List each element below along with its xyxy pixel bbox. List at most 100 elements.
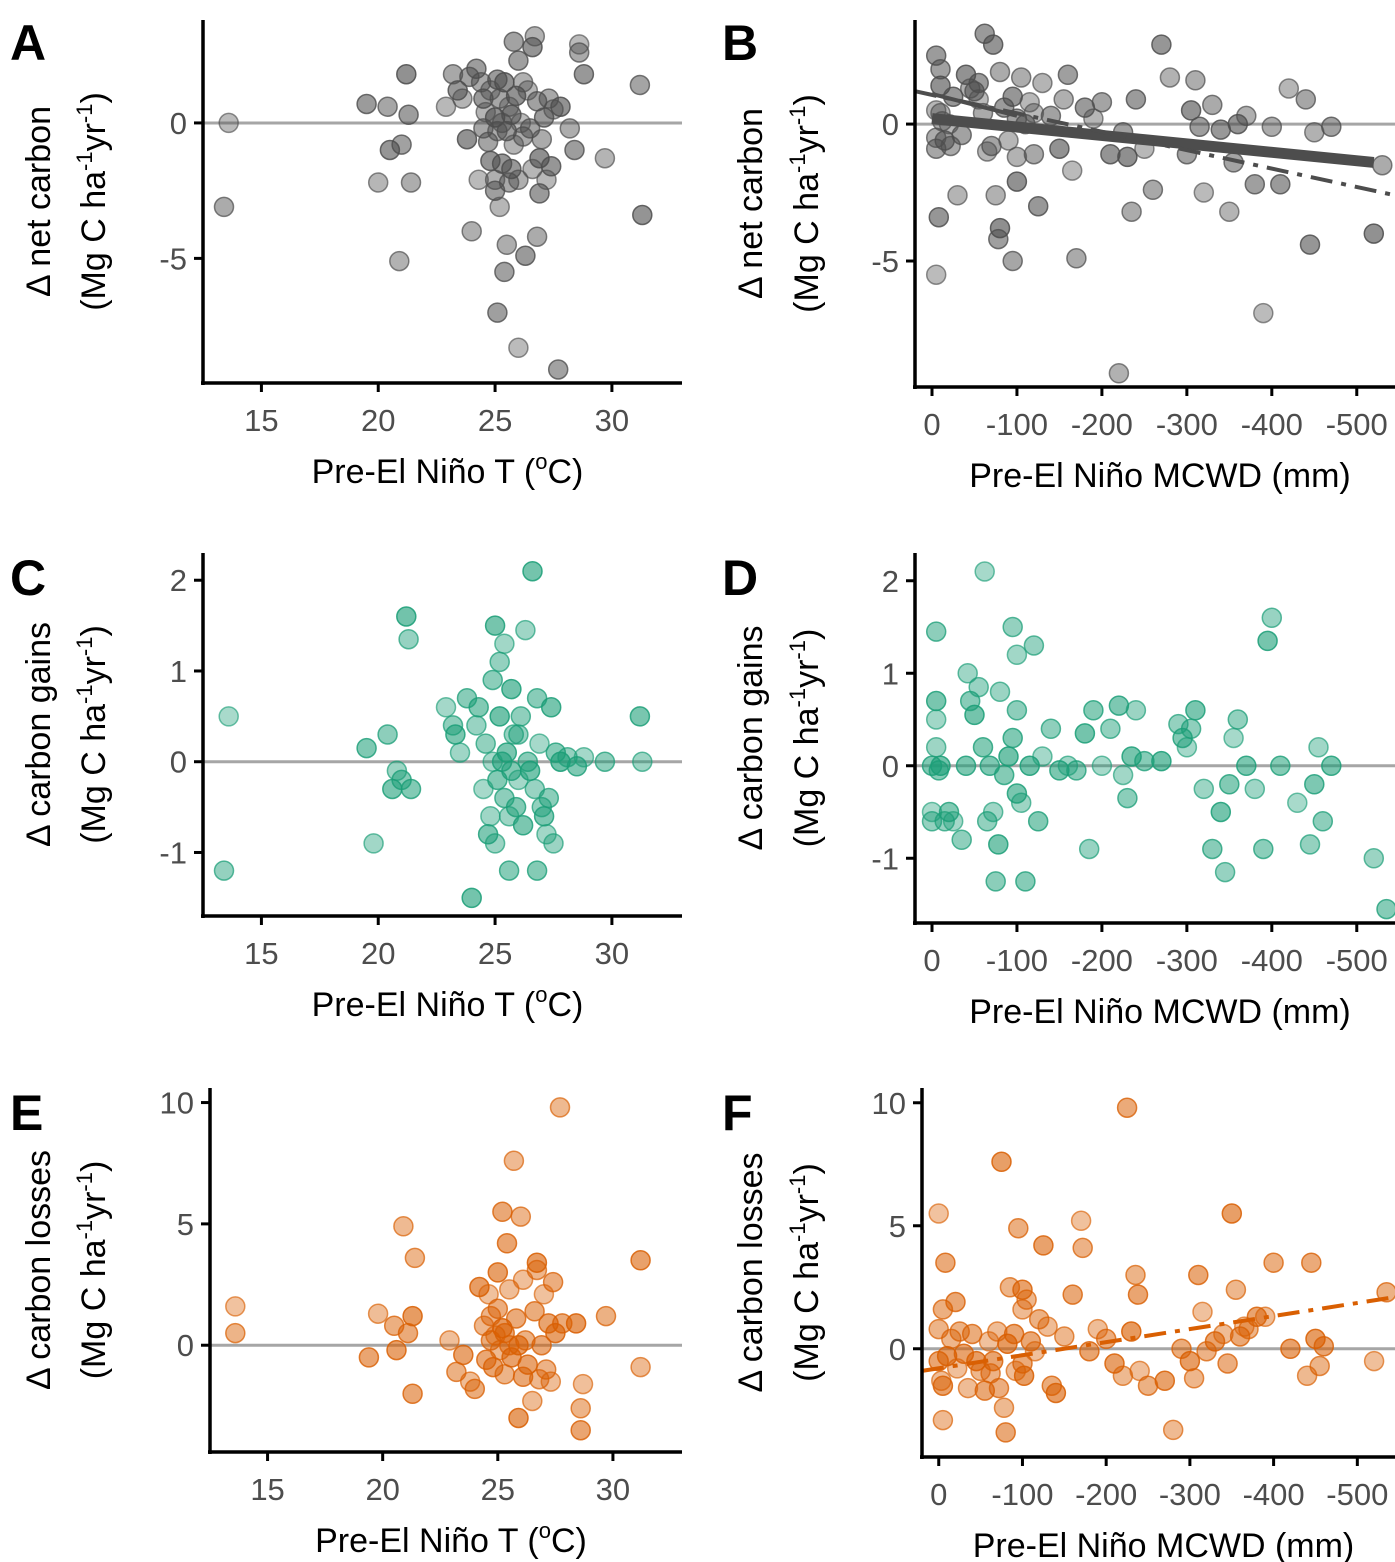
data-point — [535, 1359, 557, 1380]
data-point — [484, 833, 506, 854]
data-point — [461, 887, 482, 909]
data-point — [358, 1347, 380, 1368]
data-point — [1002, 250, 1023, 272]
data-point — [968, 72, 989, 94]
data-point — [393, 1216, 414, 1237]
data-point — [531, 1334, 552, 1356]
data-point — [985, 185, 1006, 206]
data-point — [630, 1356, 651, 1378]
data-point — [1225, 1279, 1247, 1300]
data-point — [1221, 1203, 1243, 1224]
data-point — [974, 561, 995, 582]
data-point — [1023, 102, 1045, 124]
data-point — [391, 134, 412, 155]
data-point — [564, 139, 585, 161]
data-point — [570, 1398, 591, 1419]
x-tick-label: -500 — [1326, 943, 1388, 978]
data-point — [1061, 160, 1083, 181]
data-point — [1304, 122, 1325, 143]
data-point — [1183, 1368, 1205, 1389]
data-point — [389, 250, 410, 272]
data-point — [941, 1328, 962, 1350]
data-point — [435, 96, 457, 117]
data-point — [550, 96, 571, 117]
x-tick-label: -100 — [986, 943, 1048, 978]
data-point — [1117, 146, 1138, 168]
data-point — [218, 706, 239, 727]
data-point — [549, 1097, 571, 1118]
data-point — [1057, 64, 1079, 86]
data-point — [989, 217, 1011, 239]
data-point — [932, 1375, 954, 1396]
data-point — [925, 709, 947, 730]
data-point — [998, 746, 1019, 767]
data-point — [1002, 86, 1023, 107]
x-tick-label: 0 — [930, 1477, 947, 1512]
data-point — [225, 1296, 246, 1317]
data-point — [1091, 755, 1113, 777]
data-point — [1227, 113, 1249, 135]
data-point — [526, 1252, 548, 1273]
data-point — [484, 615, 506, 636]
fit-line — [914, 89, 1395, 198]
data-point — [1023, 635, 1045, 656]
data-point — [570, 1419, 591, 1441]
data-point — [1278, 78, 1300, 99]
data-point — [367, 172, 389, 193]
data-point — [519, 760, 541, 782]
data-point — [1313, 1336, 1335, 1357]
data-point — [402, 1305, 423, 1327]
data-point — [526, 226, 548, 247]
data-point — [1027, 811, 1049, 832]
data-point — [487, 1298, 509, 1320]
data-point — [942, 811, 964, 832]
data-point — [629, 74, 651, 96]
data-point — [508, 1334, 529, 1356]
data-point — [1295, 89, 1317, 110]
data-point — [981, 135, 1002, 157]
data-point — [1016, 1289, 1037, 1310]
data-point — [508, 724, 529, 745]
data-point — [993, 1397, 1015, 1419]
data-point — [1223, 727, 1244, 749]
data-point — [508, 337, 529, 359]
y-tick-label: 10 — [872, 1086, 906, 1121]
data-point — [572, 1373, 594, 1395]
data-point — [1019, 91, 1040, 113]
scatter-points — [921, 561, 1395, 920]
scatter-points — [213, 26, 653, 380]
data-point — [494, 261, 515, 283]
data-point — [1112, 764, 1134, 786]
data-point — [542, 1271, 564, 1293]
data-point — [1027, 195, 1049, 217]
x-tick-label: -300 — [1159, 1477, 1221, 1512]
data-point — [512, 1269, 534, 1290]
data-point — [1112, 1365, 1134, 1387]
data-point — [512, 72, 534, 93]
panel-a: A 15 20 25 30 -5 0 Pre-El Niño T (oC) Δ net carb… — [10, 15, 682, 491]
x-tick-label: -500 — [1326, 1477, 1388, 1512]
data-point — [957, 663, 978, 684]
data-point — [1219, 201, 1240, 222]
data-point — [524, 26, 546, 47]
x-tick-label: 0 — [923, 943, 940, 978]
data-point — [961, 1323, 983, 1345]
data-point — [515, 245, 536, 266]
data-point — [478, 1284, 499, 1305]
data-point — [1062, 1284, 1083, 1305]
data-point — [540, 156, 562, 177]
data-point — [522, 158, 543, 180]
data-point — [1219, 774, 1240, 795]
data-point — [1002, 727, 1023, 749]
data-point — [573, 746, 595, 768]
data-point — [473, 118, 494, 139]
data-point — [1108, 695, 1130, 716]
data-point — [1312, 811, 1334, 832]
x-tick-label: -400 — [1241, 943, 1303, 978]
data-point — [932, 1409, 954, 1431]
data-point — [503, 1150, 525, 1172]
data-point — [568, 34, 590, 55]
data-point — [501, 760, 522, 782]
data-point — [1002, 616, 1023, 638]
data-point — [1125, 89, 1147, 110]
